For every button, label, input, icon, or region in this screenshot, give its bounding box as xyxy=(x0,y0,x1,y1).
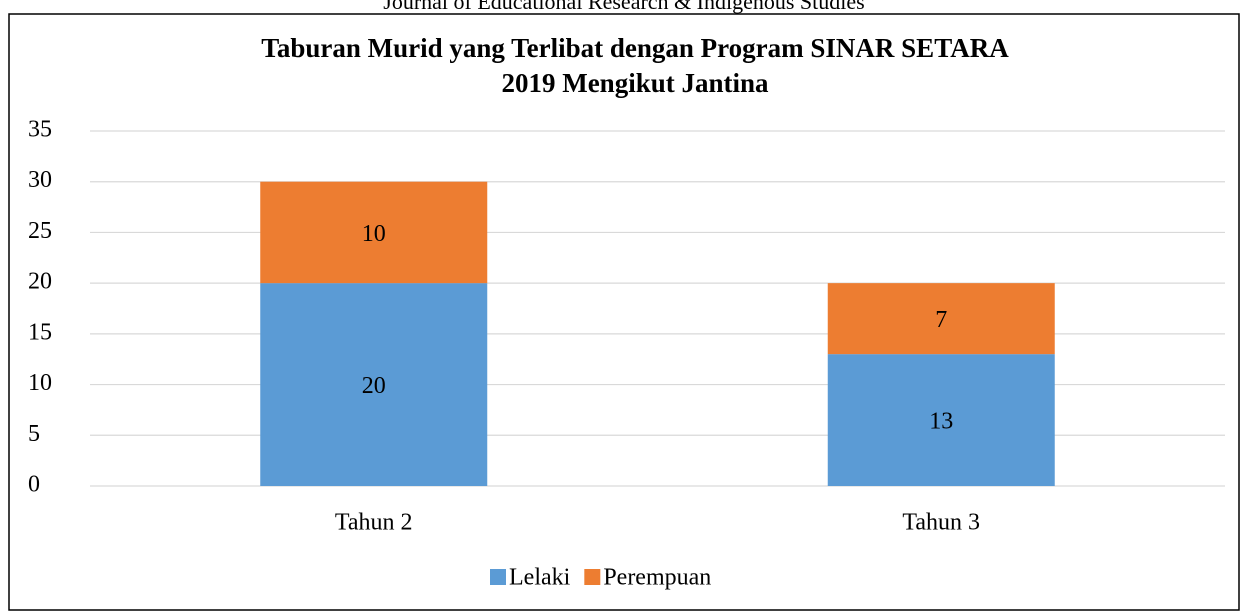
legend-label: Perempuan xyxy=(603,565,711,591)
y-tick-label: 35 xyxy=(28,117,52,143)
bar-segment xyxy=(827,354,1055,486)
bar-segment xyxy=(260,181,488,284)
y-tick-label: 0 xyxy=(28,472,40,498)
y-tick-label: 5 xyxy=(28,421,40,447)
y-tick-label: 25 xyxy=(28,218,52,244)
data-label: 20 xyxy=(362,373,386,399)
legend-label: Lelaki xyxy=(509,565,571,591)
bar-segment xyxy=(827,283,1055,355)
y-tick-label: 10 xyxy=(28,370,52,396)
y-tick-label: 15 xyxy=(28,319,52,345)
y-tick-label: 20 xyxy=(28,269,52,295)
chart-border xyxy=(8,13,1240,611)
legend-swatch xyxy=(584,569,601,585)
y-tick-label: 30 xyxy=(28,167,52,193)
x-tick-label: Tahun 2 xyxy=(335,510,413,536)
bar-segment xyxy=(260,283,488,486)
data-label: 7 xyxy=(935,307,947,333)
data-label: 13 xyxy=(929,409,953,435)
legend-swatch xyxy=(490,569,506,585)
x-tick-label: Tahun 3 xyxy=(902,510,980,536)
data-label: 10 xyxy=(362,221,386,247)
journal-header: Journal of Educational Research & Indige… xyxy=(383,0,864,14)
chart-title: 2019 Mengikut Jantina xyxy=(501,68,769,98)
chart-title: Taburan Murid yang Terlibat dengan Progr… xyxy=(261,33,1009,63)
